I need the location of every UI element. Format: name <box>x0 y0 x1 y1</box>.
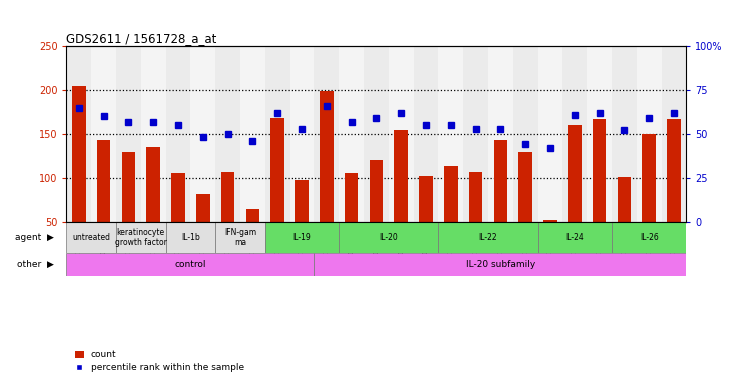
Bar <box>494 140 507 266</box>
Bar <box>389 46 413 222</box>
Bar <box>116 222 165 253</box>
Text: IL-1b: IL-1b <box>181 233 200 242</box>
Bar <box>661 46 686 222</box>
Bar <box>667 119 680 266</box>
Bar <box>593 119 607 266</box>
Bar <box>314 253 686 276</box>
Bar <box>66 46 92 222</box>
Bar <box>339 222 438 253</box>
Bar <box>265 46 289 222</box>
Bar <box>537 222 612 253</box>
Bar <box>488 46 513 222</box>
Bar <box>270 118 284 266</box>
Bar <box>221 172 235 266</box>
Bar <box>587 46 612 222</box>
Bar <box>537 46 562 222</box>
Text: IL-26: IL-26 <box>640 233 658 242</box>
Bar <box>146 147 160 266</box>
Bar <box>637 46 661 222</box>
Text: GDS2611 / 1561728_a_at: GDS2611 / 1561728_a_at <box>66 32 217 45</box>
Bar <box>438 222 537 253</box>
Bar <box>463 46 488 222</box>
Bar <box>394 131 408 266</box>
Bar <box>339 46 364 222</box>
Bar <box>289 46 314 222</box>
Bar <box>215 222 265 253</box>
Bar <box>314 46 339 222</box>
Legend: count, percentile rank within the sample: count, percentile rank within the sample <box>71 347 247 376</box>
Bar <box>171 174 184 266</box>
Bar <box>438 46 463 222</box>
Bar <box>370 160 383 266</box>
Text: other  ▶: other ▶ <box>17 260 54 269</box>
Bar <box>72 86 86 266</box>
Bar <box>190 46 215 222</box>
Text: IFN-gam
ma: IFN-gam ma <box>224 228 256 247</box>
Bar <box>295 180 308 266</box>
Bar <box>345 172 359 266</box>
Bar <box>562 46 587 222</box>
Text: IL-20: IL-20 <box>379 233 399 242</box>
Bar <box>92 46 116 222</box>
Bar <box>642 134 656 266</box>
Bar <box>122 152 135 266</box>
Bar <box>141 46 165 222</box>
Text: control: control <box>175 260 206 269</box>
Bar <box>320 91 334 266</box>
Text: IL-19: IL-19 <box>292 233 311 242</box>
Bar <box>246 209 259 266</box>
Bar <box>240 46 265 222</box>
Bar <box>413 46 438 222</box>
Text: IL-24: IL-24 <box>565 233 584 242</box>
Bar <box>215 46 240 222</box>
Bar <box>66 222 116 253</box>
Bar <box>66 253 314 276</box>
Text: agent  ▶: agent ▶ <box>15 233 54 242</box>
Bar <box>196 194 210 266</box>
Bar <box>612 222 686 253</box>
Bar <box>618 177 631 266</box>
Bar <box>612 46 637 222</box>
Text: untreated: untreated <box>72 233 110 242</box>
Bar <box>364 46 389 222</box>
Text: IL-22: IL-22 <box>479 233 497 242</box>
Bar <box>469 172 483 266</box>
Bar <box>165 46 190 222</box>
Bar <box>513 46 537 222</box>
Bar <box>518 152 532 266</box>
Text: keratinocyte
growth factor: keratinocyte growth factor <box>115 228 167 247</box>
Bar <box>568 125 582 266</box>
Bar <box>116 46 141 222</box>
Bar <box>165 222 215 253</box>
Bar <box>543 220 556 266</box>
Bar <box>419 176 432 266</box>
Bar <box>444 166 458 266</box>
Bar <box>97 140 111 266</box>
Text: IL-20 subfamily: IL-20 subfamily <box>466 260 535 269</box>
Bar <box>265 222 339 253</box>
